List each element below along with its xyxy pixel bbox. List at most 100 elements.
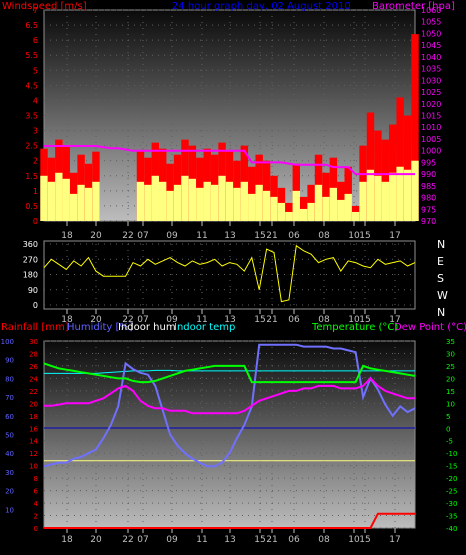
rain-tick-label: 26 [29, 363, 38, 371]
humidity-axis-ticks: 10 20 30 40 50 60 70 80 90 100 [1, 338, 14, 514]
rain-tick-label: 20 [29, 400, 38, 408]
baro-tick-label: 1010 [421, 123, 441, 132]
time-tick-label: 08 [318, 535, 330, 545]
temp-tick-label: 5 [446, 413, 450, 421]
temp-tick-label: -25 [446, 488, 457, 496]
windspeed-average-bar [374, 175, 382, 221]
windspeed-average-bar [136, 181, 145, 221]
windspeed-average-bar [173, 184, 182, 221]
windspeed-average-bar [403, 169, 412, 221]
time-tick-label: 21 [266, 315, 277, 325]
windspeed-average-bar [359, 181, 367, 221]
baro-tick-label: 1020 [421, 100, 441, 109]
indoor-hum-label: Indoor hum [118, 322, 176, 333]
temp-tick-label: 25 [446, 363, 455, 371]
temp-tick-label: 30 [446, 350, 455, 358]
windspeed-average-bar [248, 193, 256, 221]
rain-tick-label: 2 [34, 513, 38, 521]
time-tick-label: 13 [224, 315, 235, 325]
windspeed-average-bar [411, 160, 419, 221]
wind-tick-label: 6.5 [25, 21, 38, 30]
rain-tick-label: 18 [29, 413, 38, 421]
time-tick-label: 22 [122, 231, 133, 241]
time-tick-label: 10 [348, 231, 360, 241]
temperature-label: Temperature (°C) [311, 322, 398, 333]
windspeed-average-bar [262, 190, 271, 221]
time-tick-label: 11 [196, 535, 207, 545]
windspeed-average-bar [396, 166, 404, 221]
rain-tick-label: 16 [29, 425, 38, 433]
compass-tick-label: S [437, 272, 444, 285]
baro-tick-label: 1055 [421, 18, 441, 27]
temperature-axis-ticks: -40 -35 -30 -25 -20 -15 -10 -5 0 5 10 15 20 25 30 35 [446, 338, 457, 533]
windspeed-bar [374, 130, 382, 221]
humidity-tick-label: 60 [5, 413, 14, 421]
baro-tick-label: 1050 [421, 29, 441, 38]
temp-tick-label: -35 [446, 513, 457, 521]
windspeed-average-bar [144, 184, 152, 221]
graph-title: 24 hour graph day, 02 August 2010 [172, 1, 351, 12]
baro-tick-label: 985 [421, 182, 436, 191]
baro-tick-label: 1005 [421, 135, 441, 144]
windspeed-bar [411, 34, 419, 221]
rain-tick-label: 6 [34, 488, 39, 496]
time-tick-label: 17 [389, 231, 400, 241]
time-tick-label: 10 [348, 315, 360, 325]
rain-tick-label: 12 [29, 450, 38, 458]
humidity-tick-label: 40 [5, 450, 14, 458]
windspeed-bars [40, 34, 419, 221]
humidity-line [43, 343, 416, 468]
baro-tick-label: 1015 [421, 112, 441, 121]
rain-tick-label: 0 [34, 525, 38, 533]
windspeed-bar [381, 139, 390, 221]
humidity-tick-label: 10 [5, 506, 14, 514]
wind-tick-label: 1.5 [25, 172, 38, 181]
time-tick-label: 09 [166, 535, 178, 545]
humidity-tick-label: 90 [5, 357, 14, 365]
time-tick-label: 10 [348, 535, 360, 545]
degree-tick-label: 270 [23, 255, 38, 264]
wind-tick-label: 2 [33, 157, 38, 166]
windspeed-average-bar [62, 178, 70, 221]
rain-tick-label: 14 [29, 438, 38, 446]
time-tick-label: 15 [359, 231, 370, 241]
time-tick-label: 08 [318, 231, 330, 241]
windspeed-average-bar [329, 187, 338, 221]
temperature-humidity-panel: Rainfall [mm] Humidity [%] Indoor hum In… [1, 322, 466, 545]
windspeed-average-bar [40, 175, 48, 221]
baro-tick-label: 1035 [421, 65, 441, 74]
wind-tick-label: 5.5 [25, 51, 38, 60]
windspeed-average-bar [210, 184, 219, 221]
time-tick-label: 06 [288, 535, 300, 545]
degree-tick-label: 90 [28, 286, 38, 295]
windspeed-bar [307, 184, 315, 221]
windspeed-average-bar [188, 178, 197, 221]
temp-tick-label: 15 [446, 388, 455, 396]
time-tick-label: 22 [122, 315, 133, 325]
rain-tick-label: 28 [29, 350, 38, 358]
humidity-tick-label: 80 [5, 375, 14, 383]
time-tick-label: 22 [122, 535, 133, 545]
wind-tick-label: 1 [33, 187, 38, 196]
windspeed-label: Windspeed [m/s] [2, 1, 87, 12]
wind-axis-ticks: 0 0.5 1 1.5 2 2.5 3 3.5 4 4.5 5 5.5 6 6.5 7 [25, 6, 38, 226]
windspeed-average-bar [77, 184, 85, 221]
windspeed-average-bar [322, 196, 330, 221]
windspeed-average-bar [84, 187, 93, 221]
degree-tick-label: 360 [23, 240, 38, 249]
time-tick-label: 21 [266, 231, 277, 241]
windspeed-average-bar [233, 187, 241, 221]
windspeed-average-bar [218, 175, 226, 221]
windspeed-average-bar [314, 184, 323, 221]
wind-tick-label: 2.5 [25, 142, 38, 151]
temp-tick-label: -15 [446, 463, 457, 471]
windspeed-bar [366, 112, 375, 221]
time-tick-label: 13 [224, 535, 235, 545]
compass-tick-label: N [437, 306, 445, 319]
windspeed-average-bar [285, 211, 293, 221]
time-tick-label: 07 [137, 315, 148, 325]
baro-tick-label: 1025 [421, 88, 441, 97]
windspeed-average-bar [240, 181, 249, 221]
baro-tick-label: 1060 [421, 6, 441, 15]
indoor-temp-line [44, 369, 415, 374]
